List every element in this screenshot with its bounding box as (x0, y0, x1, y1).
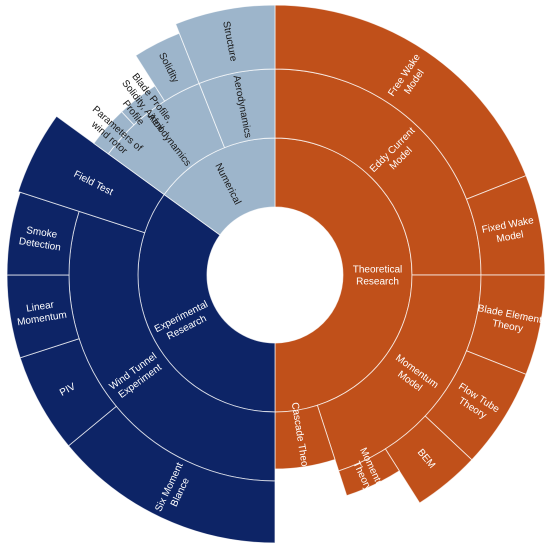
segment-momentum-theory (338, 448, 400, 497)
label-theoretical-research: Theoretical Research (353, 265, 402, 288)
segment-field-test (17, 115, 165, 234)
segment-structure (175, 4, 276, 85)
sunburst-segments (6, 4, 546, 544)
